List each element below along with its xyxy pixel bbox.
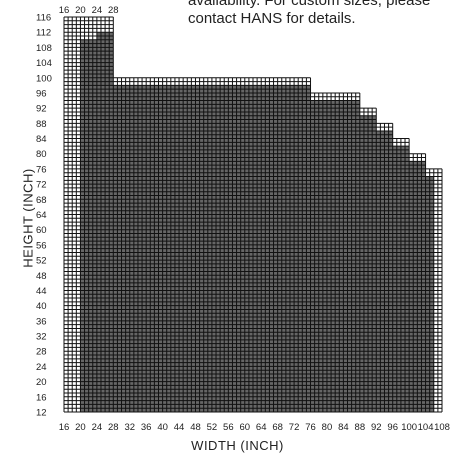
x-tick-label: 48 [190, 422, 201, 433]
y-tick-label: 40 [36, 301, 47, 312]
x-tick-label: 68 [272, 422, 283, 433]
availability-note: availability. For custom sizes, please c… [188, 0, 430, 28]
y-tick-label: 24 [36, 362, 47, 373]
x-tick-label: 88 [355, 422, 366, 433]
x-tick-label: 72 [289, 422, 300, 433]
y-tick-label: 28 [36, 347, 47, 358]
y-tick-label: 12 [36, 408, 47, 419]
x-top-label: 28 [108, 5, 119, 16]
x-tick-label: 20 [75, 422, 86, 433]
y-tick-label: 20 [36, 377, 47, 388]
y-tick-label: 32 [36, 332, 47, 343]
y-tick-label: 112 [36, 28, 51, 39]
y-axis-title: HEIGHT (INCH) [20, 168, 36, 268]
y-tick-label: 64 [36, 210, 47, 221]
x-tick-label: 92 [371, 422, 382, 433]
x-tick-label: 100 [401, 422, 417, 433]
x-tick-label: 40 [157, 422, 168, 433]
x-tick-label: 64 [256, 422, 267, 433]
x-tick-label: 80 [322, 422, 333, 433]
y-tick-label: 36 [36, 316, 47, 327]
x-tick-label: 60 [239, 422, 250, 433]
note-line-2: contact HANS for details. [188, 10, 356, 27]
x-tick-label: 108 [434, 422, 450, 433]
y-tick-label: 116 [36, 13, 51, 24]
y-tick-label: 96 [36, 88, 47, 99]
x-tick-label: 52 [207, 422, 218, 433]
x-tick-label: 24 [92, 422, 103, 433]
y-tick-label: 76 [36, 164, 47, 175]
x-tick-label: 32 [124, 422, 135, 433]
y-tick-label: 92 [36, 104, 47, 115]
y-tick-label: 48 [36, 271, 47, 282]
y-tick-label: 16 [36, 392, 47, 403]
y-tick-label: 88 [36, 119, 47, 130]
y-tick-label: 80 [36, 149, 47, 160]
y-tick-label: 84 [36, 134, 47, 145]
y-tick-label: 56 [36, 240, 47, 251]
x-top-label: 20 [75, 5, 86, 16]
y-tick-label: 72 [36, 180, 47, 191]
y-tick-label: 52 [36, 256, 47, 267]
x-tick-label: 56 [223, 422, 234, 433]
y-tick-label: 68 [36, 195, 47, 206]
x-tick-label: 36 [141, 422, 152, 433]
x-tick-label: 84 [338, 422, 349, 433]
y-tick-label: 108 [36, 43, 52, 54]
x-tick-label: 44 [174, 422, 185, 433]
y-tick-label: 60 [36, 225, 47, 236]
y-tick-label: 44 [36, 286, 47, 297]
x-tick-label: 104 [418, 422, 434, 433]
x-tick-label: 16 [59, 422, 70, 433]
x-top-label: 24 [92, 5, 103, 16]
x-tick-label: 76 [305, 422, 316, 433]
y-tick-label: 100 [36, 73, 52, 84]
note-line-1: availability. For custom sizes, please [188, 0, 431, 9]
x-top-label: 16 [59, 5, 70, 16]
y-tick-label: 104 [36, 58, 52, 69]
x-axis-title: WIDTH (INCH) [191, 438, 284, 453]
x-tick-label: 28 [108, 422, 119, 433]
x-tick-label: 96 [387, 422, 398, 433]
